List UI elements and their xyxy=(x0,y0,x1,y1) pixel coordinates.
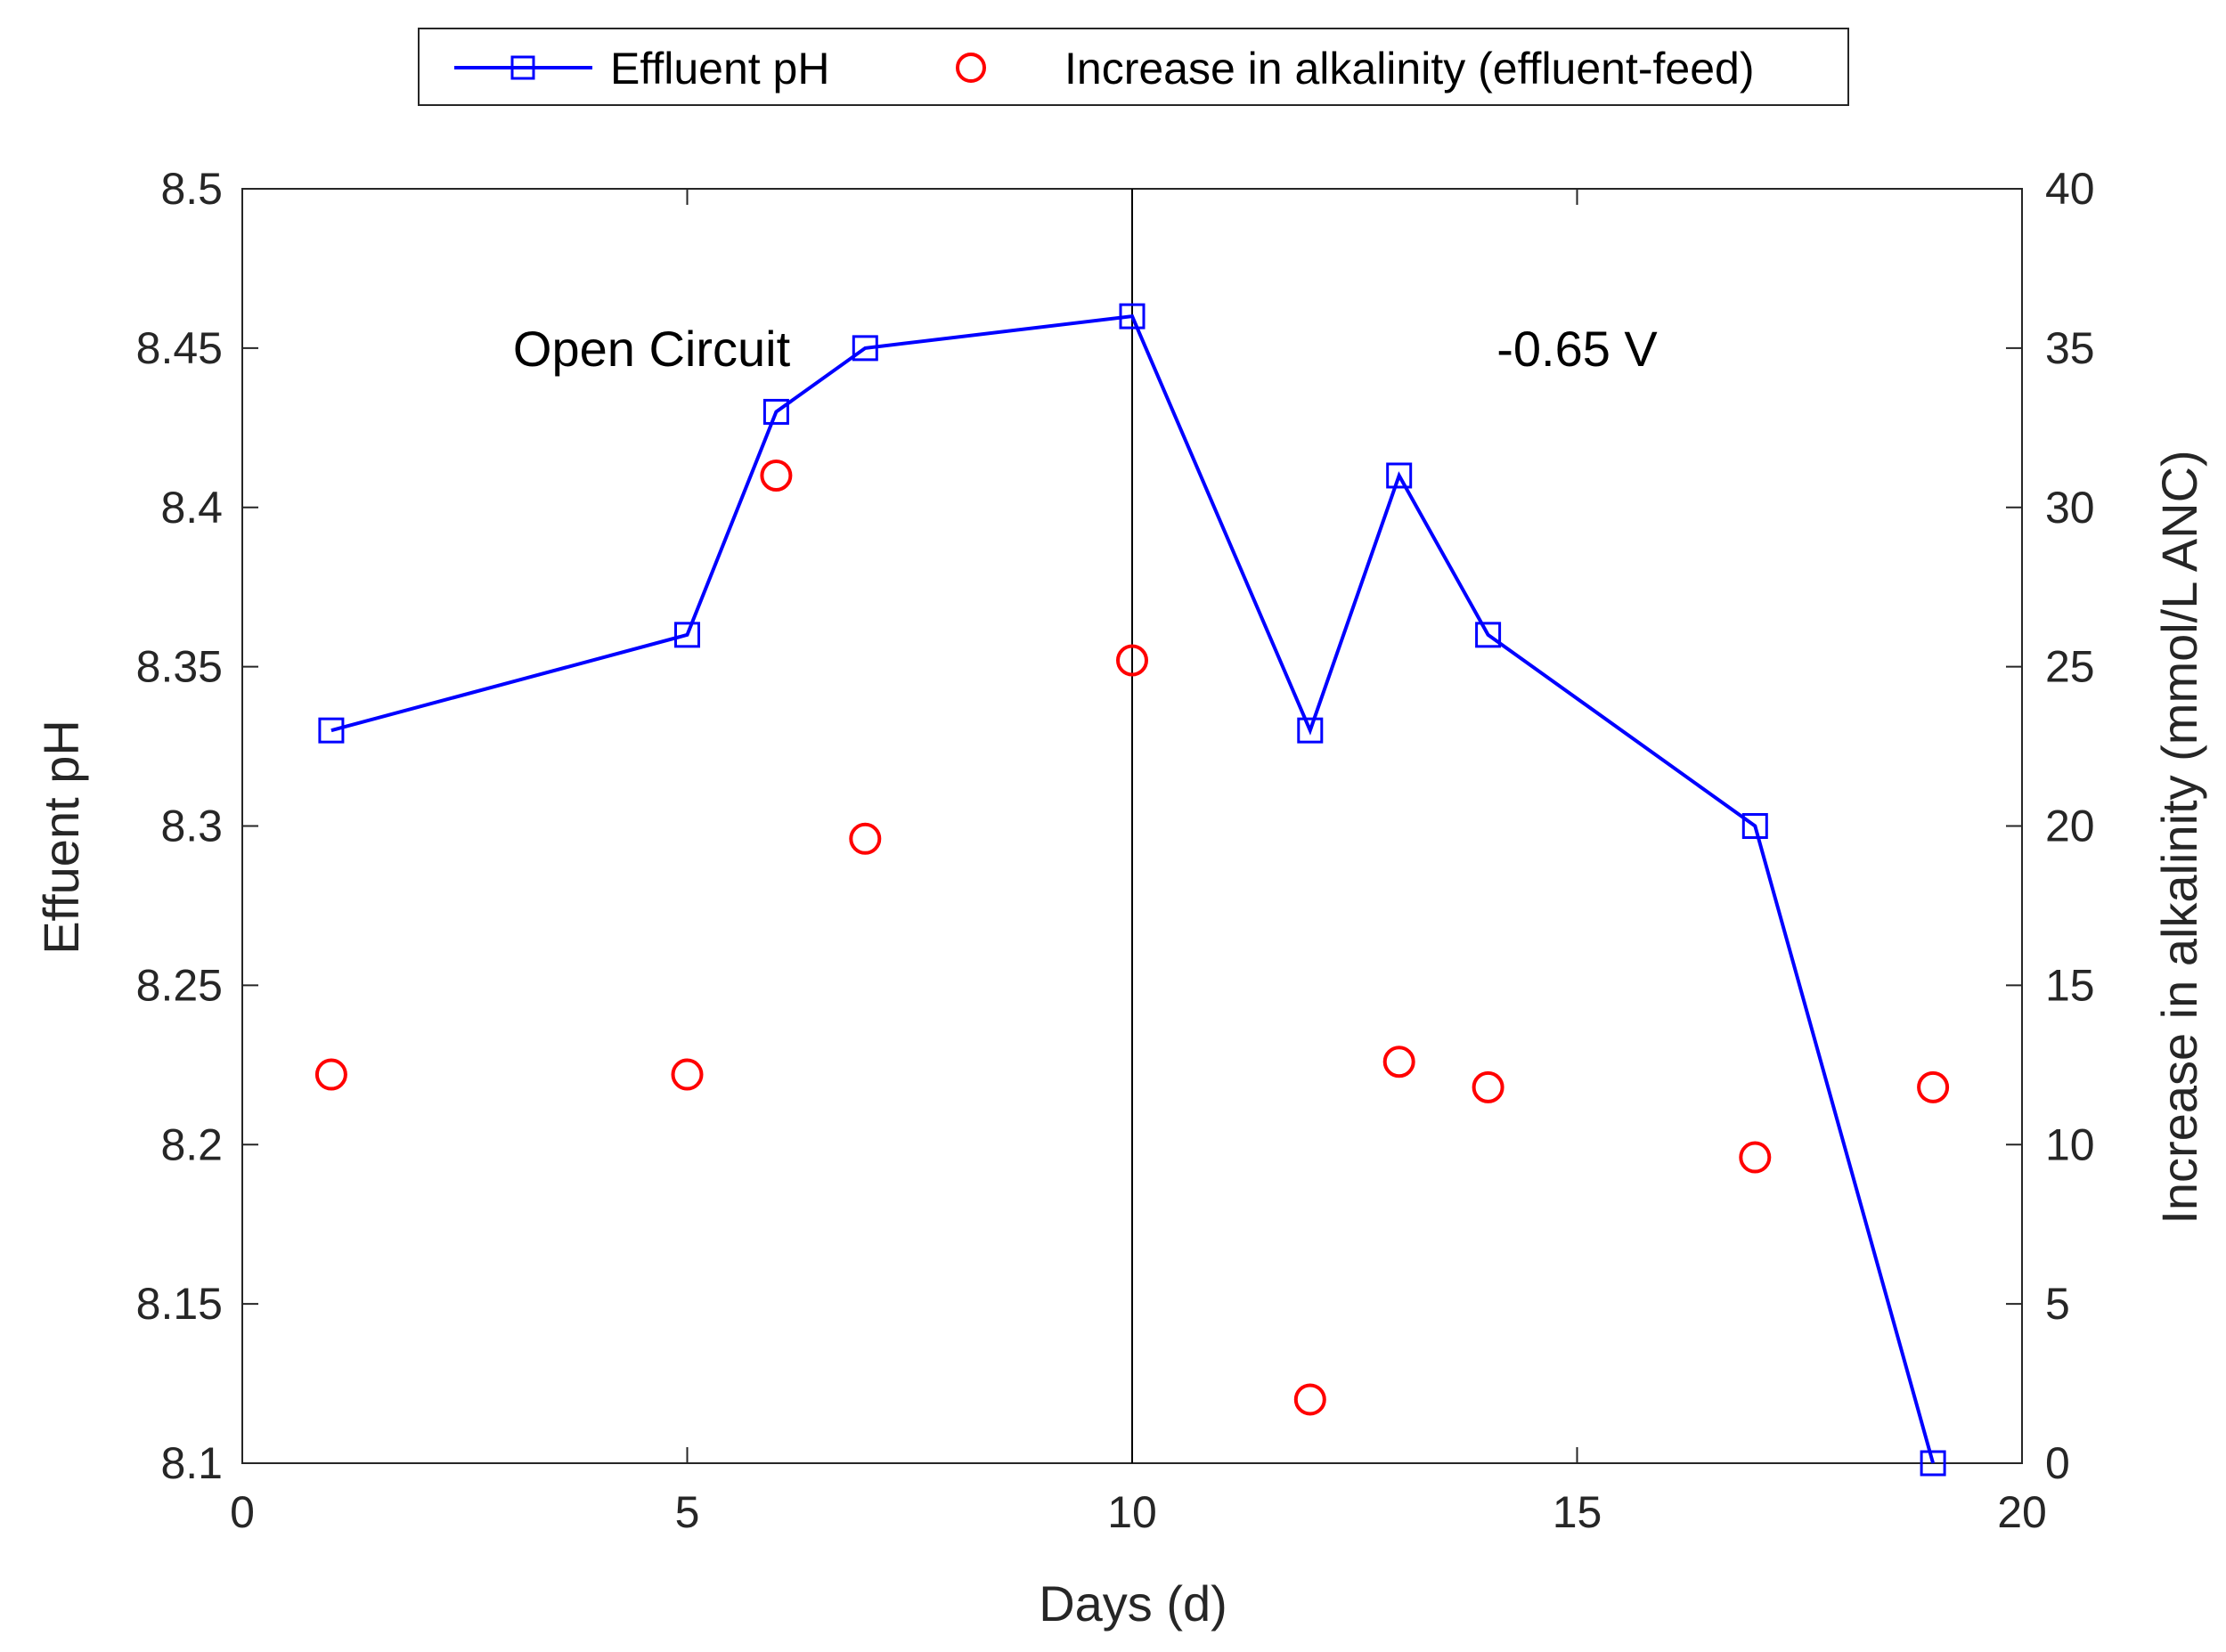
alkalinity-point xyxy=(849,822,882,855)
ph-point xyxy=(1297,717,1324,744)
legend: Effluent pH Increase in alkalinity (effl… xyxy=(418,28,1849,106)
y-right-tick-label: 5 xyxy=(2045,1279,2070,1329)
y-left-tick-label: 8.1 xyxy=(160,1438,223,1488)
y-right-tick-label: 10 xyxy=(2045,1119,2095,1169)
ph-point xyxy=(1386,462,1413,489)
x-tick-label: 0 xyxy=(230,1487,255,1537)
y-right-tick-label: 35 xyxy=(2045,323,2095,373)
ph-series-line xyxy=(330,313,1936,1464)
x-axis-title: Days (d) xyxy=(1039,1575,1227,1632)
ph-point xyxy=(852,335,878,362)
annotation-voltage: -0.65 V xyxy=(1496,321,1658,377)
x-tick-label: 5 xyxy=(675,1487,700,1537)
y-right-tick-label: 15 xyxy=(2045,960,2095,1010)
ph-point xyxy=(674,622,700,648)
y-left-tick-label: 8.45 xyxy=(136,323,223,373)
legend-alkalinity-marker xyxy=(956,53,986,83)
y-left-tick-label: 8.3 xyxy=(160,802,223,851)
alkalinity-point xyxy=(671,1058,704,1091)
plot-area xyxy=(314,189,1950,1477)
y-left-tick-label: 8.5 xyxy=(160,164,223,214)
ph-point xyxy=(1475,622,1502,648)
alkalinity-point xyxy=(314,1058,347,1091)
alkalinity-point xyxy=(1293,1383,1326,1416)
x-tick-label: 10 xyxy=(1107,1487,1157,1537)
y-left-tick-label: 8.2 xyxy=(160,1119,223,1169)
y-right-tick-label: 25 xyxy=(2045,642,2095,692)
alkalinity-point xyxy=(1116,644,1148,677)
alkalinity-point xyxy=(760,459,793,492)
x-tick-label: 15 xyxy=(1553,1487,1602,1537)
annotation-open-circuit: Open Circuit xyxy=(513,321,791,377)
y-left-tick-label: 8.4 xyxy=(160,483,223,533)
ph-point xyxy=(762,398,789,425)
alkalinity-point xyxy=(1917,1070,1950,1103)
legend-ph-label: Effluent pH xyxy=(610,44,829,94)
legend-ph-marker xyxy=(510,55,535,80)
ph-point xyxy=(1119,303,1146,330)
x-tick-label: 20 xyxy=(1997,1487,2047,1537)
y-right-tick-label: 40 xyxy=(2045,164,2095,214)
ph-point xyxy=(1741,813,1768,839)
alkalinity-point xyxy=(1382,1046,1415,1078)
y-left-tick-label: 8.15 xyxy=(136,1279,223,1329)
y-axis-right-title: Increase in alkalinity (mmol/L ANC) xyxy=(2151,450,2207,1224)
alkalinity-point xyxy=(1739,1141,1772,1174)
y-axis-left-title: Effuent pH xyxy=(33,720,89,955)
legend-alkalinity-label: Increase in alkalinity (effluent-feed) xyxy=(1064,44,1755,94)
legend-box xyxy=(418,28,1849,106)
axes: 0 5 10 15 20 8.1 8.15 8.2 8.25 8.3 8.35 8.4 8.45 8.5 0… xyxy=(136,164,2095,1537)
alkalinity-point xyxy=(1472,1070,1504,1103)
y-left-tick-label: 8.25 xyxy=(136,960,223,1010)
y-right-tick-label: 0 xyxy=(2045,1438,2070,1488)
y-right-tick-label: 20 xyxy=(2045,802,2095,851)
ph-point xyxy=(318,717,345,744)
ph-point xyxy=(1920,1450,1946,1477)
y-left-tick-label: 8.35 xyxy=(136,642,223,692)
y-right-tick-label: 30 xyxy=(2045,483,2095,533)
